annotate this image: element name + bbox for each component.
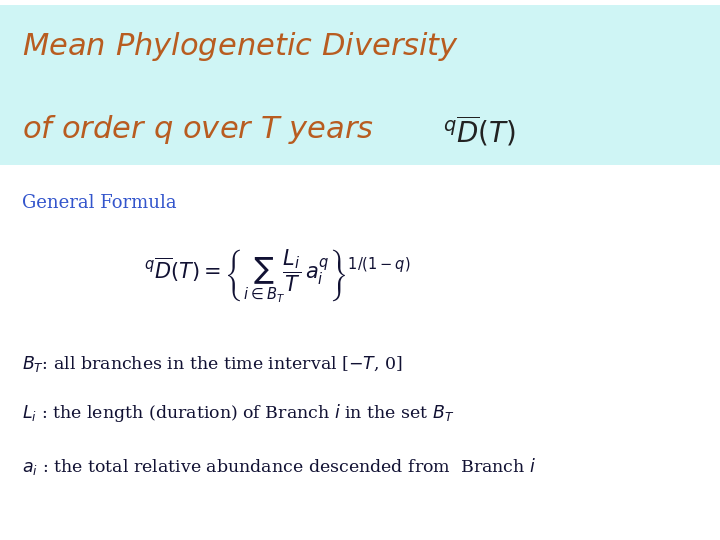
Text: $\mathit{a}_{i}$ : the total relative abundance descended from  Branch $\mathit{: $\mathit{a}_{i}$ : the total relative ab… [22, 456, 536, 477]
Text: General Formula: General Formula [22, 194, 176, 212]
Text: $^q\overline{D}(T)$: $^q\overline{D}(T)$ [443, 113, 516, 148]
Text: $\it{of\ order\ q\ over\ T\ years}$: $\it{of\ order\ q\ over\ T\ years}$ [22, 113, 374, 146]
Text: $\it{Mean\ Phylogenetic\ Diversity}$: $\it{Mean\ Phylogenetic\ Diversity}$ [22, 30, 459, 63]
Text: $\mathit{L}_{i}$ : the length (duration) of Branch $\mathit{i}$ in the set $\mat: $\mathit{L}_{i}$ : the length (duration)… [22, 402, 454, 424]
Text: $\mathit{B}_{T}$: all branches in the time interval [$-T$, 0]: $\mathit{B}_{T}$: all branches in the ti… [22, 354, 402, 374]
FancyBboxPatch shape [0, 5, 720, 165]
Text: $^q\overline{D}(T) = \left\{ \sum_{i \in B_T} \dfrac{L_i}{T}\, a_i^q \right\}^{1: $^q\overline{D}(T) = \left\{ \sum_{i \in… [144, 247, 410, 304]
